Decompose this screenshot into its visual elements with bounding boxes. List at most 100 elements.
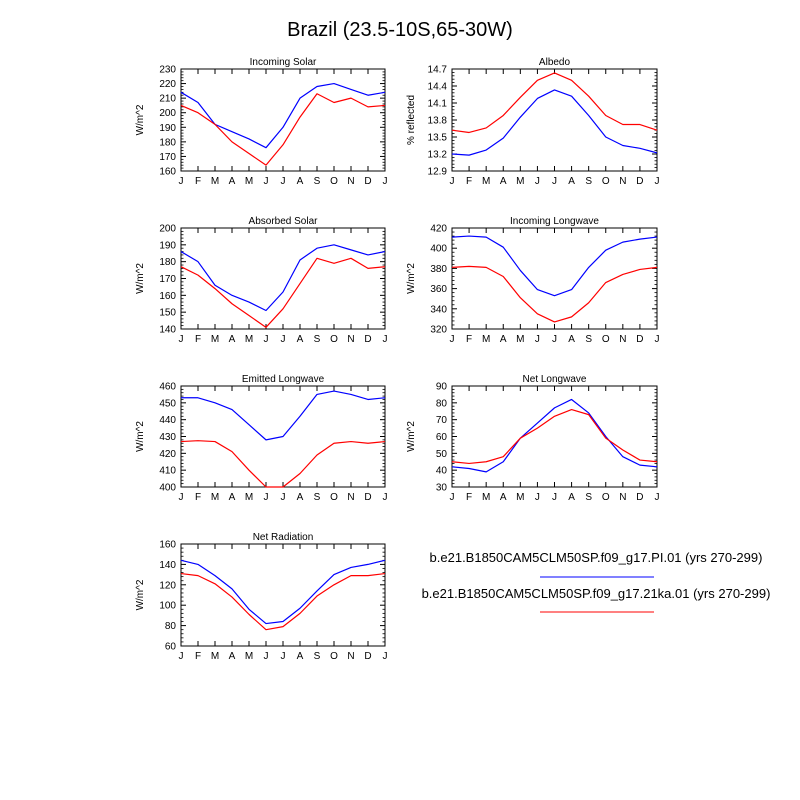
x-tick-label-albedo: F	[466, 176, 472, 187]
x-tick-label-emitted-longwave: A	[297, 492, 304, 503]
x-tick-label-incoming-solar: S	[314, 176, 321, 187]
y-tick-label-incoming-solar: 180	[159, 137, 176, 148]
y-tick-label-albedo: 14.7	[428, 65, 448, 76]
x-tick-label-emitted-longwave: J	[383, 492, 388, 503]
y-tick-label-absorbed-solar: 150	[159, 308, 176, 319]
x-tick-label-emitted-longwave: A	[229, 492, 236, 503]
x-tick-label-absorbed-solar: S	[314, 334, 321, 345]
x-tick-label-absorbed-solar: J	[264, 334, 269, 345]
y-tick-label-net-radiation: 120	[159, 580, 176, 591]
y-tick-label-albedo: 14.1	[428, 99, 448, 110]
y-tick-label-net-radiation: 60	[165, 642, 177, 653]
x-tick-label-incoming-longwave: A	[568, 334, 575, 345]
series-line-emitted-longwave-2	[180, 440, 386, 488]
y-tick-label-net-longwave: 60	[436, 432, 448, 443]
x-tick-label-net-radiation: N	[347, 651, 354, 662]
y-tick-label-absorbed-solar: 180	[159, 257, 176, 268]
legend-label-pi: b.e21.B1850CAM5CLM50SP.f09_g17.PI.01 (yr…	[430, 550, 763, 565]
x-tick-label-net-longwave: J	[450, 492, 455, 503]
series-line-net-radiation-1	[180, 559, 386, 625]
x-tick-label-emitted-longwave: N	[347, 492, 354, 503]
y-tick-label-incoming-longwave: 420	[430, 224, 447, 235]
x-tick-label-emitted-longwave: J	[179, 492, 184, 503]
y-axis-label-net-radiation: W/m^2	[135, 579, 146, 610]
x-tick-label-net-longwave: J	[655, 492, 660, 503]
x-tick-label-emitted-longwave: F	[195, 492, 201, 503]
x-tick-label-incoming-solar: M	[211, 176, 219, 187]
y-tick-label-net-radiation: 140	[159, 560, 176, 571]
y-tick-label-absorbed-solar: 170	[159, 274, 176, 285]
panel-title-incoming-longwave: Incoming Longwave	[510, 216, 599, 227]
series-line-absorbed-solar-2	[180, 257, 386, 328]
x-tick-label-incoming-solar: D	[364, 176, 371, 187]
y-tick-label-incoming-solar: 230	[159, 65, 176, 76]
panel-title-albedo: Albedo	[539, 57, 571, 68]
y-tick-label-net-longwave: 70	[436, 415, 448, 426]
x-tick-label-incoming-solar: A	[297, 176, 304, 187]
x-tick-label-incoming-longwave: J	[450, 334, 455, 345]
x-tick-label-absorbed-solar: J	[383, 334, 388, 345]
y-tick-label-absorbed-solar: 160	[159, 291, 176, 302]
x-tick-label-incoming-solar: J	[264, 176, 269, 187]
x-tick-label-net-radiation: J	[179, 651, 184, 662]
y-tick-label-net-longwave: 50	[436, 449, 448, 460]
y-tick-label-emitted-longwave: 440	[159, 415, 176, 426]
y-tick-label-incoming-longwave: 400	[430, 244, 447, 255]
x-tick-label-emitted-longwave: D	[364, 492, 371, 503]
x-tick-label-net-radiation: O	[330, 651, 338, 662]
x-tick-label-albedo: A	[500, 176, 507, 187]
plot-frame-albedo	[451, 68, 658, 172]
main-title: Brazil (23.5-10S,65-30W)	[287, 19, 513, 41]
x-tick-label-albedo: J	[655, 176, 660, 187]
x-tick-label-incoming-solar: J	[179, 176, 184, 187]
x-tick-label-incoming-longwave: N	[619, 334, 626, 345]
y-tick-label-net-longwave: 90	[436, 382, 448, 393]
x-tick-label-net-radiation: M	[211, 651, 219, 662]
x-tick-label-net-radiation: M	[245, 651, 253, 662]
series-line-net-longwave-2	[451, 408, 658, 465]
series-line-albedo-2	[451, 72, 658, 134]
x-tick-label-emitted-longwave: J	[264, 492, 269, 503]
panel-title-net-radiation: Net Radiation	[253, 532, 314, 543]
x-tick-label-net-radiation: J	[264, 651, 269, 662]
y-axis-label-net-longwave: W/m^2	[406, 421, 417, 452]
series-line-net-radiation-2	[180, 572, 386, 631]
y-tick-label-emitted-longwave: 430	[159, 432, 176, 443]
plot-frame-net-radiation	[180, 543, 386, 647]
y-tick-label-emitted-longwave: 420	[159, 449, 176, 460]
x-tick-label-albedo: M	[482, 176, 490, 187]
y-tick-label-net-longwave: 40	[436, 466, 448, 477]
y-tick-label-emitted-longwave: 460	[159, 382, 176, 393]
y-tick-label-incoming-solar: 160	[159, 167, 176, 178]
y-tick-label-net-longwave: 80	[436, 398, 448, 409]
y-tick-label-net-longwave: 30	[436, 483, 448, 494]
y-tick-label-emitted-longwave: 400	[159, 483, 176, 494]
x-tick-label-incoming-longwave: J	[552, 334, 557, 345]
x-tick-label-net-radiation: D	[364, 651, 371, 662]
x-tick-label-incoming-longwave: O	[602, 334, 610, 345]
y-tick-label-incoming-solar: 170	[159, 152, 176, 163]
x-tick-label-incoming-solar: O	[330, 176, 338, 187]
x-tick-label-absorbed-solar: A	[297, 334, 304, 345]
x-tick-label-net-radiation: F	[195, 651, 201, 662]
y-tick-label-emitted-longwave: 410	[159, 466, 176, 477]
y-tick-label-albedo: 14.4	[428, 82, 448, 93]
x-tick-label-incoming-longwave: M	[482, 334, 490, 345]
x-tick-label-albedo: M	[516, 176, 524, 187]
x-tick-label-absorbed-solar: A	[229, 334, 236, 345]
panel-title-incoming-solar: Incoming Solar	[250, 57, 317, 68]
x-tick-label-incoming-longwave: F	[466, 334, 472, 345]
x-tick-label-incoming-longwave: D	[636, 334, 643, 345]
y-tick-label-incoming-solar: 210	[159, 94, 176, 105]
y-axis-label-emitted-longwave: W/m^2	[135, 421, 146, 452]
panel-title-net-longwave: Net Longwave	[523, 374, 587, 385]
series-line-absorbed-solar-1	[180, 244, 386, 312]
x-tick-label-emitted-longwave: S	[314, 492, 321, 503]
panel-absorbed-solar: Absorbed Solar W/m^2 140 150 160 170 180 190 200…	[135, 216, 388, 345]
x-tick-label-net-radiation: J	[281, 651, 286, 662]
x-tick-label-incoming-longwave: J	[655, 334, 660, 345]
x-tick-label-absorbed-solar: M	[211, 334, 219, 345]
legend-label-21ka: b.e21.B1850CAM5CLM50SP.f09_g17.21ka.01 (…	[422, 586, 771, 601]
